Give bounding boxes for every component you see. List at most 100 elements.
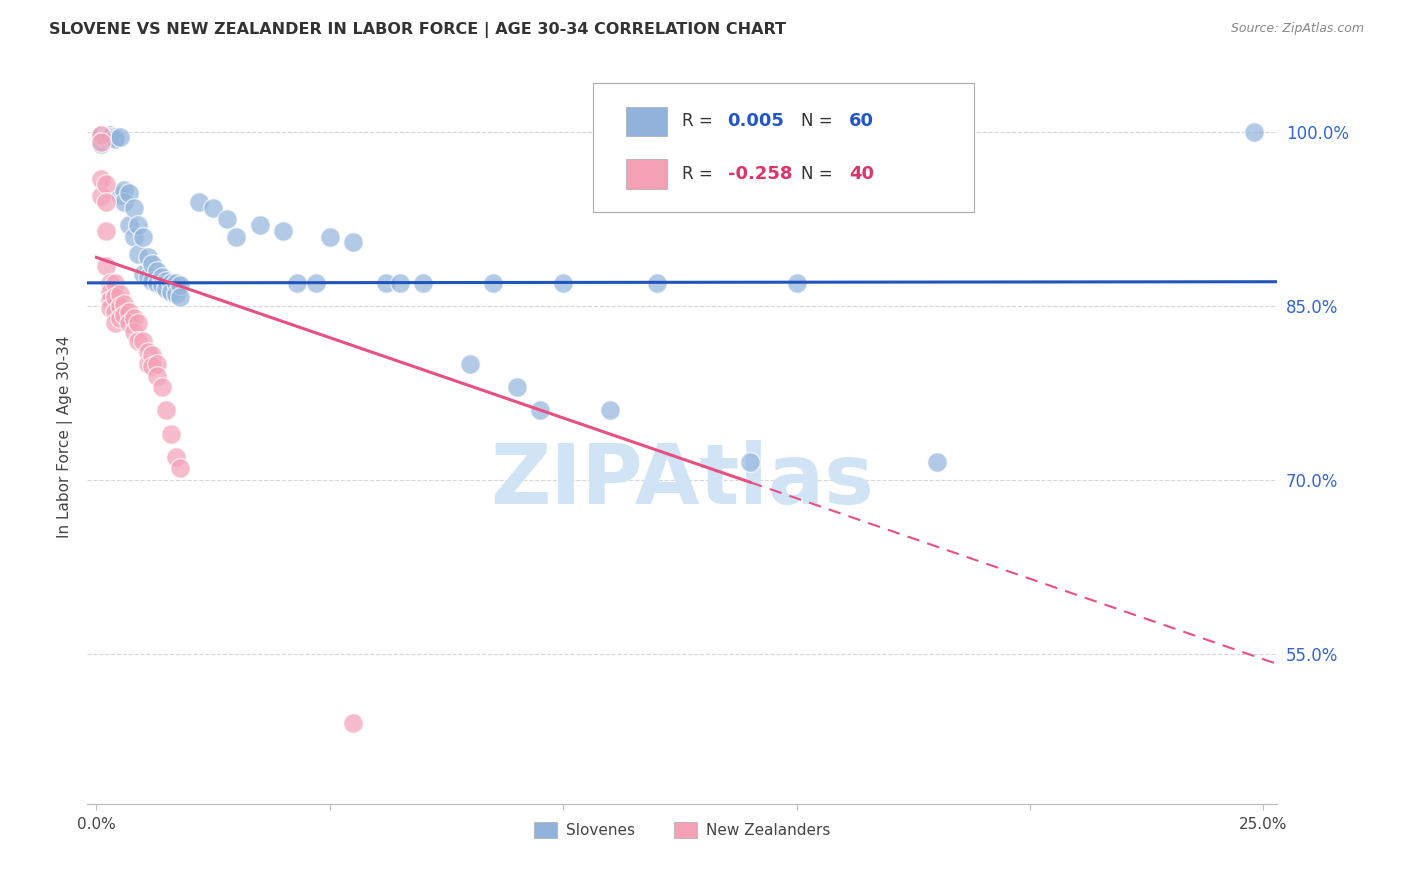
- Point: [127, 317, 149, 331]
- Point: [374, 276, 396, 290]
- Point: [271, 224, 294, 238]
- Point: [90, 128, 112, 142]
- Point: [458, 357, 481, 371]
- Point: [217, 212, 239, 227]
- Text: R =: R =: [682, 112, 718, 130]
- Point: [118, 305, 141, 319]
- Point: [127, 247, 149, 261]
- Point: [108, 287, 131, 301]
- Point: [100, 285, 122, 300]
- Point: [412, 276, 434, 290]
- Point: [150, 278, 173, 293]
- Point: [112, 309, 135, 323]
- Point: [150, 380, 173, 394]
- Point: [155, 274, 177, 288]
- Point: [141, 274, 163, 288]
- Point: [160, 426, 183, 441]
- Point: [165, 450, 187, 464]
- Point: [160, 285, 183, 300]
- Point: [165, 287, 187, 301]
- Point: [146, 368, 169, 383]
- Point: [342, 716, 364, 731]
- Point: [285, 276, 308, 290]
- Point: [202, 201, 225, 215]
- Point: [132, 267, 155, 281]
- Text: -0.258: -0.258: [727, 165, 792, 183]
- Point: [94, 131, 117, 145]
- Point: [118, 186, 141, 200]
- Text: N =: N =: [801, 112, 838, 130]
- Point: [100, 276, 122, 290]
- Text: N =: N =: [801, 165, 838, 183]
- Point: [108, 310, 131, 325]
- Point: [146, 264, 169, 278]
- Text: 40: 40: [849, 165, 875, 183]
- Point: [146, 276, 169, 290]
- Point: [104, 305, 127, 319]
- FancyBboxPatch shape: [626, 159, 666, 188]
- Point: [94, 224, 117, 238]
- Text: ZIPAtlas: ZIPAtlas: [491, 440, 875, 521]
- Point: [319, 229, 342, 244]
- Point: [786, 276, 808, 290]
- Point: [94, 259, 117, 273]
- Point: [104, 290, 127, 304]
- Legend: Slovenes, New Zealanders: Slovenes, New Zealanders: [529, 816, 837, 845]
- Point: [104, 132, 127, 146]
- Point: [388, 276, 411, 290]
- Point: [94, 178, 117, 192]
- Point: [529, 403, 551, 417]
- Point: [305, 276, 328, 290]
- Point: [505, 380, 527, 394]
- Point: [112, 194, 135, 209]
- Point: [122, 229, 145, 244]
- Point: [112, 183, 135, 197]
- Point: [118, 218, 141, 232]
- Point: [122, 310, 145, 325]
- Point: [141, 257, 163, 271]
- Point: [132, 229, 155, 244]
- Point: [108, 187, 131, 202]
- Point: [127, 218, 149, 232]
- Point: [553, 276, 575, 290]
- FancyBboxPatch shape: [593, 83, 974, 212]
- Point: [90, 171, 112, 186]
- Y-axis label: In Labor Force | Age 30-34: In Labor Force | Age 30-34: [58, 335, 73, 538]
- FancyBboxPatch shape: [626, 107, 666, 136]
- Point: [482, 276, 505, 290]
- Point: [108, 129, 131, 144]
- Point: [1243, 125, 1265, 139]
- Point: [169, 278, 191, 293]
- Point: [122, 201, 145, 215]
- Point: [925, 455, 948, 469]
- Point: [136, 251, 159, 265]
- Point: [155, 403, 177, 417]
- Point: [104, 317, 127, 331]
- Point: [165, 276, 187, 290]
- Point: [169, 290, 191, 304]
- Point: [249, 218, 271, 232]
- Point: [136, 357, 159, 371]
- Point: [136, 270, 159, 285]
- Point: [645, 276, 668, 290]
- Text: 0.005: 0.005: [727, 112, 785, 130]
- Point: [132, 334, 155, 348]
- Text: SLOVENE VS NEW ZEALANDER IN LABOR FORCE | AGE 30-34 CORRELATION CHART: SLOVENE VS NEW ZEALANDER IN LABOR FORCE …: [49, 22, 786, 38]
- Point: [150, 270, 173, 285]
- Point: [225, 229, 247, 244]
- Point: [90, 135, 112, 149]
- Point: [738, 455, 761, 469]
- Point: [122, 325, 145, 339]
- Point: [94, 194, 117, 209]
- Text: Source: ZipAtlas.com: Source: ZipAtlas.com: [1230, 22, 1364, 36]
- Point: [94, 128, 117, 143]
- Point: [141, 359, 163, 374]
- Point: [118, 317, 141, 331]
- Point: [141, 348, 163, 362]
- Point: [100, 293, 122, 308]
- Point: [188, 194, 211, 209]
- Text: 60: 60: [849, 112, 875, 130]
- Point: [104, 129, 127, 144]
- Point: [104, 276, 127, 290]
- Point: [136, 345, 159, 359]
